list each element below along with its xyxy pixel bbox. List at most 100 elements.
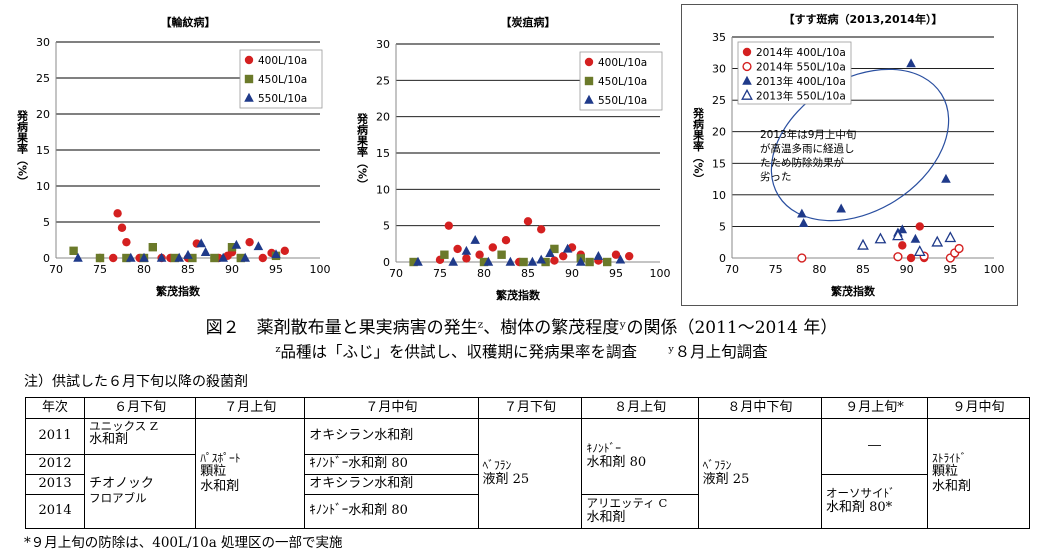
cell-line: ユニックス Z bbox=[89, 419, 158, 433]
cell-line: 水和剤 bbox=[586, 509, 626, 525]
chart-panel-ringmon: 【輪紋病】 0 5 10 15 20 25 30 70 75 80 85 90 95 100 繁茂指数 発病果率… bbox=[0, 4, 335, 304]
legend-box bbox=[737, 41, 852, 105]
data-point bbox=[944, 231, 957, 243]
data-point bbox=[240, 252, 250, 262]
y-tick-label: 15 bbox=[712, 157, 726, 170]
year-cell: 2011 bbox=[24, 418, 86, 455]
data-point bbox=[122, 237, 131, 247]
header-cell: ８月中下旬 bbox=[697, 397, 823, 419]
cell-line: ﾍﾞﾌﾗﾝ bbox=[702, 458, 732, 473]
cell-jul-mid-2012: ｷﾉﾝﾄﾞｰ水和剤 80 bbox=[304, 454, 479, 475]
x-tick-label: 85 bbox=[521, 267, 535, 280]
annotation-text: 劣った bbox=[760, 170, 792, 183]
x-tick-label: 100 bbox=[984, 263, 1005, 276]
data-point bbox=[611, 250, 621, 259]
header-cell: ９月上旬* bbox=[821, 397, 928, 419]
series-triangle bbox=[73, 238, 281, 262]
legend-box bbox=[579, 51, 663, 111]
y-tick-label: 10 bbox=[712, 189, 726, 202]
data-point bbox=[550, 256, 559, 265]
data-point bbox=[615, 254, 626, 264]
y-tick-label: 35 bbox=[712, 31, 726, 44]
y-tick-label: 15 bbox=[376, 147, 390, 160]
series-circle-open bbox=[797, 243, 964, 263]
table-row: 2013 オキシラン水和剤 オーソサイﾄﾞ 水和剤 80* bbox=[24, 474, 1030, 529]
cell-line: フロアブル bbox=[89, 491, 147, 506]
x-tick-label: 95 bbox=[269, 263, 283, 276]
header-cell: 年次 bbox=[24, 397, 86, 419]
data-point bbox=[117, 223, 127, 232]
data-point bbox=[148, 243, 157, 252]
cell-sep-early-b: オーソサイﾄﾞ 水和剤 80* bbox=[821, 474, 928, 529]
x-tick-label: 95 bbox=[943, 263, 957, 276]
legend-marker bbox=[244, 92, 254, 102]
legend-marker bbox=[742, 75, 752, 85]
y-tick-label: 25 bbox=[36, 72, 50, 85]
y-tick-label: 5 bbox=[719, 220, 726, 233]
legend-marker bbox=[584, 76, 594, 86]
x-tick-label: 85 bbox=[181, 263, 195, 276]
data-point bbox=[625, 251, 634, 261]
legend-marker bbox=[742, 61, 752, 72]
year-cell: 2014 bbox=[24, 494, 86, 529]
cell-aug-mid: ﾍﾞﾌﾗﾝ 液剤 25 bbox=[697, 418, 823, 529]
data-point bbox=[218, 252, 228, 262]
cell-line: オーソサイﾄﾞ bbox=[826, 486, 895, 501]
data-point bbox=[954, 243, 964, 254]
x-tick-label: 100 bbox=[650, 267, 671, 280]
cell-line: 水和剤 80* bbox=[826, 499, 893, 515]
cell-aug-early-a: ｷﾉﾝﾄﾞｰ 水和剤 80 bbox=[581, 418, 699, 495]
cell-line: 水和剤 80 bbox=[586, 454, 647, 470]
data-point bbox=[440, 250, 449, 259]
data-point bbox=[210, 253, 219, 263]
cell-line: ﾍﾞﾌﾗﾝ bbox=[482, 458, 512, 473]
data-point bbox=[915, 222, 924, 231]
cell-line: アリエッティ C bbox=[586, 496, 668, 511]
y-tick-label: 20 bbox=[712, 126, 726, 139]
chart-title: 【すす斑病（2013,2014年）】 bbox=[784, 12, 943, 26]
data-point bbox=[253, 241, 264, 251]
data-point bbox=[519, 257, 528, 267]
legend-label: 2014年 550L/10a bbox=[756, 61, 846, 74]
legend-label: 450L/10a bbox=[598, 76, 647, 88]
series-circle bbox=[435, 217, 634, 267]
data-point bbox=[541, 257, 550, 267]
data-point bbox=[910, 233, 921, 243]
y-tick-label: 5 bbox=[383, 220, 390, 233]
table-row: 2011 ユニックス Z 水和剤 ﾊﾟｽﾎﾟｰﾄ 顆粒 水和剤 オキシラン水和剤… bbox=[24, 418, 1030, 529]
x-tick-label: 90 bbox=[565, 267, 579, 280]
table-header-row: 年次 ６月下旬 ７月上旬 ７月中旬 ７月下旬 ８月上旬 ８月中下旬 ９月上旬* … bbox=[24, 397, 1030, 419]
data-point bbox=[139, 252, 149, 262]
annotation-text: 2013年は9月上中旬 bbox=[760, 128, 856, 141]
data-point bbox=[505, 256, 516, 266]
chart-panel-susuhan: 【すす斑病（2013,2014年）】 0 5 10 15 20 25 30 35 70 75 80 85… bbox=[681, 4, 1018, 306]
data-point bbox=[453, 244, 462, 254]
legend-marker bbox=[584, 57, 594, 67]
data-point bbox=[898, 241, 907, 250]
data-point bbox=[536, 254, 546, 264]
header-cell: ７月中旬 bbox=[304, 397, 479, 419]
table-row: 2014 ｷﾉﾝﾄﾞｰ水和剤 80 アリエッティ C 水和剤 bbox=[24, 494, 1030, 529]
data-point bbox=[906, 58, 916, 68]
data-point bbox=[227, 243, 237, 252]
x-tick-label: 80 bbox=[812, 263, 826, 276]
legend-label: 400L/10a bbox=[598, 57, 647, 69]
cell-line: チオノック bbox=[89, 476, 154, 492]
y-tick-label: 30 bbox=[36, 36, 50, 49]
data-point bbox=[545, 248, 555, 257]
figure-subcaption: ᶻ品種は「ふじ」を供試し、収穫期に発病果率を調査 ʸ８月上旬調査 bbox=[275, 343, 768, 361]
data-point bbox=[200, 247, 211, 256]
data-point bbox=[413, 256, 423, 266]
year-cell: 2012 bbox=[24, 454, 86, 475]
table-footnote: *９月上旬の防除は、400L/10a 処理区の一部で実施 bbox=[24, 535, 343, 551]
data-point bbox=[537, 225, 546, 234]
data-point bbox=[483, 256, 494, 266]
y-tick-label: 30 bbox=[376, 38, 390, 51]
figure-caption: 図２ 薬剤散布量と果実病害の発生ᶻ、樹体の繁茂程度ʸの関係（2011～2014 … bbox=[205, 318, 838, 338]
data-point bbox=[183, 249, 193, 259]
x-axis-label: 繁茂指数 bbox=[495, 288, 541, 302]
legend-marker bbox=[584, 94, 594, 104]
header-cell: ７月下旬 bbox=[477, 397, 583, 419]
data-point bbox=[280, 246, 289, 255]
cell-line: 水和剤 bbox=[932, 479, 972, 495]
